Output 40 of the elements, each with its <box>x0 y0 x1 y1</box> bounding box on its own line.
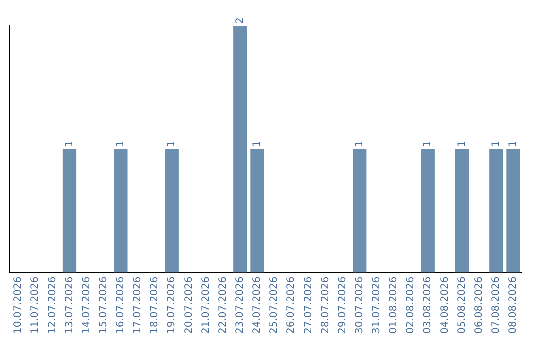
x-tick-label: 27.07.2026 <box>303 276 314 334</box>
x-tick-label: 07.08.2026 <box>490 276 502 334</box>
x-tick-label: 15.07.2026 <box>98 276 110 334</box>
x-tick-label: 24.07.2026 <box>252 276 264 334</box>
x-tick-label: 11.07.2026 <box>30 276 42 334</box>
x-tick-label: 25.07.2026 <box>269 276 280 334</box>
x-tick-label: 14.07.2026 <box>81 276 92 334</box>
x-tick-label: 20.07.2026 <box>184 276 195 334</box>
x-tick-label: 23.07.2026 <box>234 276 246 334</box>
x-tick-label: 19.07.2026 <box>166 276 178 334</box>
x-tick-label: 22.07.2026 <box>218 276 229 334</box>
data-label: 1 <box>422 140 434 148</box>
data-label: 2 <box>234 18 246 24</box>
x-tick-label: 05.08.2026 <box>456 276 468 334</box>
x-tick-label: 01.08.2026 <box>388 276 400 334</box>
data-label: 1 <box>166 140 178 148</box>
x-tick-label: 30.07.2026 <box>354 276 366 334</box>
x-tick-label: 29.07.2026 <box>337 276 348 334</box>
x-tick-label: 04.08.2026 <box>440 276 451 334</box>
data-label: 1 <box>456 140 468 148</box>
x-tick-label: 28.07.2026 <box>320 276 332 334</box>
x-tick-label: 16.07.2026 <box>116 276 127 334</box>
data-label: 1 <box>64 140 76 148</box>
data-label: 1 <box>252 140 264 148</box>
data-label: 1 <box>490 140 502 148</box>
x-tick-label: 06.08.2026 <box>474 276 485 334</box>
x-tick-label: 21.07.2026 <box>200 276 212 334</box>
x-tick-label: 18.07.2026 <box>150 276 161 334</box>
x-tick-label: 31.07.2026 <box>372 276 383 334</box>
x-tick-label: 08.08.2026 <box>508 276 520 334</box>
x-tick-label: 13.07.2026 <box>64 276 76 334</box>
x-tick-label: 10.07.2026 <box>13 276 24 334</box>
x-tick-label: 12.07.2026 <box>47 276 58 334</box>
data-label: 1 <box>116 140 127 148</box>
x-tick-label: 03.08.2026 <box>422 276 434 334</box>
x-tick-label: 17.07.2026 <box>132 276 144 334</box>
x-tick-label: 26.07.2026 <box>286 276 298 334</box>
data-label: 1 <box>508 140 520 148</box>
x-tick-label: 02.08.2026 <box>406 276 417 334</box>
data-label: 1 <box>354 140 366 148</box>
